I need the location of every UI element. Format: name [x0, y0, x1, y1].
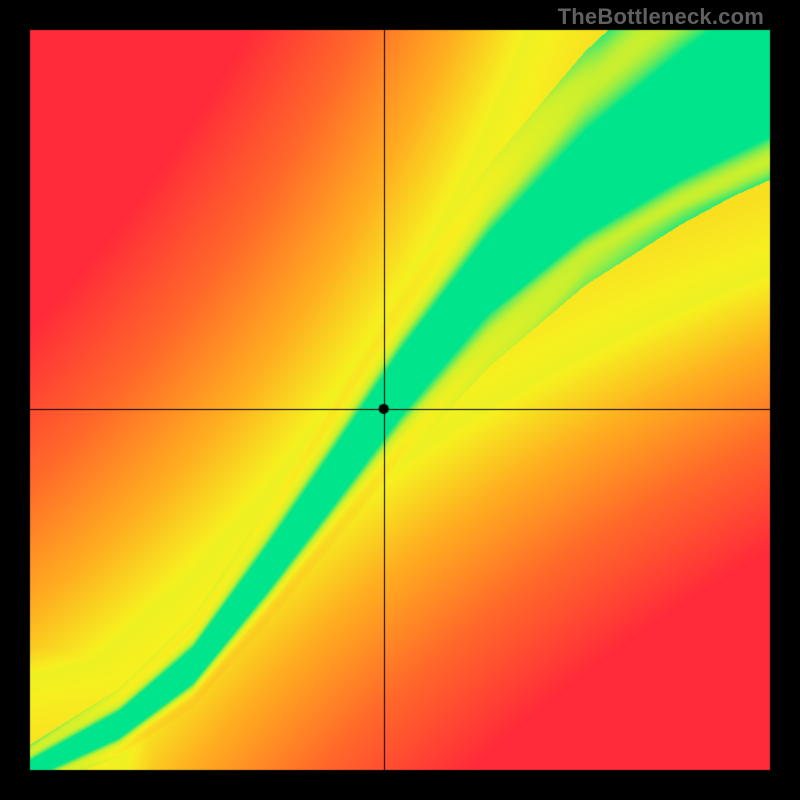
heatmap-canvas: [0, 0, 800, 800]
watermark-text: TheBottleneck.com: [558, 4, 764, 30]
chart-container: TheBottleneck.com: [0, 0, 800, 800]
